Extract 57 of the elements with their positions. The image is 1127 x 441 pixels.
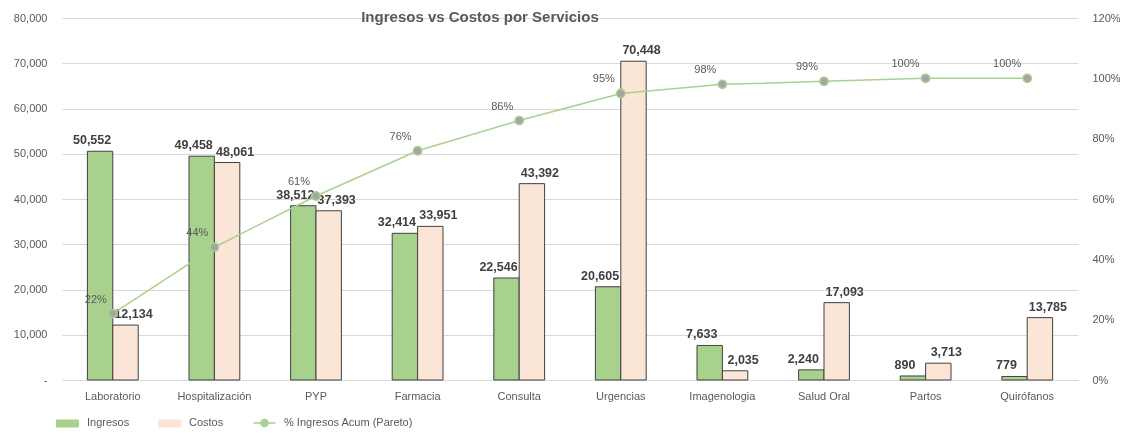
y-tick-label: 10,000: [13, 328, 48, 341]
y-tick-label: 30,000: [13, 237, 48, 250]
y-tick-label: 50,000: [13, 147, 48, 160]
data-label: 2,035: [727, 352, 759, 367]
data-label: 50,552: [72, 133, 112, 148]
x-tick-label: Partos: [909, 389, 942, 402]
x-tick-label: Urgencias: [596, 389, 647, 402]
y-tick-label: 20,000: [13, 283, 48, 295]
data-label: 43,392: [520, 165, 560, 180]
data-label: 100%: [993, 57, 1022, 70]
y2-tick-label: 20%: [1092, 313, 1115, 326]
data-label: 48,061: [215, 144, 255, 159]
data-label: 3,713: [930, 345, 962, 360]
y-tick-label: -: [43, 373, 48, 386]
y2-tick-label: 60%: [1092, 192, 1115, 205]
legend-label: % Ingresos Acum (Pareto): [284, 415, 413, 428]
data-label: 37,393: [317, 192, 356, 207]
data-label: 13,785: [1028, 299, 1068, 314]
data-label: 100%: [891, 57, 920, 70]
y2-tick-label: 0%: [1092, 373, 1109, 386]
data-label: 890: [894, 357, 916, 372]
data-label: 2,240: [787, 351, 819, 366]
data-label: 49,458: [174, 138, 213, 153]
data-label: 17,093: [825, 284, 864, 299]
y-tick-label: 40,000: [13, 192, 48, 205]
data-label: 86%: [491, 99, 514, 112]
x-tick-label: Hospitalización: [177, 389, 252, 402]
x-tick-label: Salud Oral: [798, 389, 850, 402]
data-label: 20,605: [580, 268, 620, 283]
data-label: 32,414: [377, 215, 417, 230]
data-label: 70,448: [622, 43, 661, 58]
chart-title: Ingresos vs Costos por Servicios: [361, 8, 599, 25]
data-label: 22,546: [479, 259, 518, 274]
y-tick-label: 70,000: [13, 56, 48, 69]
data-label: 33,951: [419, 208, 458, 223]
x-tick-label: Consulta: [497, 389, 542, 402]
data-label: 98%: [694, 63, 717, 76]
data-label: 76%: [389, 129, 412, 142]
legend-label: Costos: [189, 416, 224, 429]
y-tick-label: 80,000: [13, 11, 48, 24]
data-label: 7,633: [686, 327, 718, 342]
legend-label: Ingresos: [87, 416, 130, 429]
y2-tick-label: 100%: [1092, 71, 1121, 84]
y2-tick-label: 80%: [1092, 132, 1115, 145]
data-label: 779: [996, 358, 1017, 373]
x-tick-label: Laboratorio: [84, 389, 141, 402]
x-tick-label: Farmacia: [394, 389, 442, 402]
x-tick-label: Quirófanos: [1000, 389, 1055, 402]
data-label: 95%: [592, 72, 615, 85]
x-tick-label: PYP: [304, 389, 328, 402]
y2-tick-label: 40%: [1092, 252, 1115, 265]
y-tick-label: 60,000: [13, 102, 48, 114]
data-label: 99%: [795, 60, 819, 73]
data-label: 61%: [287, 174, 311, 187]
x-tick-label: Imagenologia: [689, 389, 757, 402]
y2-tick-label: 120%: [1092, 11, 1121, 24]
data-label: 12,134: [114, 307, 153, 322]
